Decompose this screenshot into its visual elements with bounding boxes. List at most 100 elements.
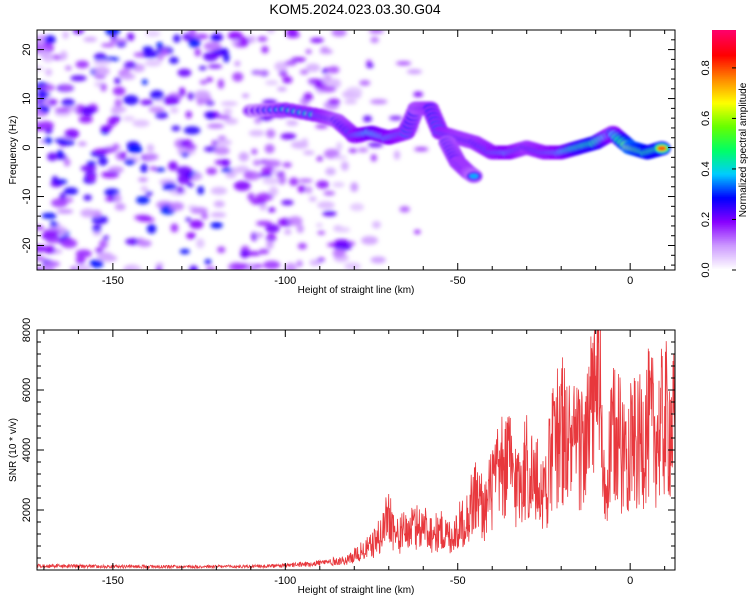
colorbar-step: [712, 96, 736, 99]
heatmap-noise-blob: [223, 108, 233, 115]
heatmap-noise-blob: [43, 229, 61, 235]
heatmap-noise-blob: [247, 35, 256, 44]
heatmap-noise-blob: [120, 73, 136, 80]
heatmap-noise-blob: [278, 69, 288, 77]
heatmap-noise-blob: [60, 238, 78, 249]
heatmap-noise-blob: [112, 86, 126, 96]
heatmap-noise-blob: [216, 139, 232, 146]
heatmap-noise-blob: [60, 84, 73, 91]
colorbar-step: [712, 240, 736, 243]
colorbar-step: [712, 200, 736, 203]
colorbar-step: [712, 94, 736, 97]
heatmap-noise-blob: [316, 156, 323, 162]
heatmap-noise-blob: [183, 126, 201, 135]
colorbar-step: [712, 114, 736, 117]
heatmap-noise-blob: [186, 182, 194, 188]
heatmap-noise-blob: [302, 150, 315, 155]
heatmap-noise-blob: [369, 99, 388, 105]
heatmap-noise-blob: [50, 198, 68, 208]
heatmap-noise-blob: [406, 69, 423, 75]
colorbar-step: [712, 170, 736, 173]
heatmap-noise-blob: [192, 172, 203, 180]
colorbar-step: [712, 180, 736, 183]
colorbar-step: [712, 90, 736, 93]
heatmap-noise-blob: [393, 150, 401, 160]
colorbar-step: [712, 242, 736, 245]
heatmap-noise-blob: [169, 56, 179, 64]
heatmap-noise-blob: [321, 68, 328, 74]
heatmap-noise-blob: [210, 212, 227, 218]
heatmap-noise-blob: [83, 36, 98, 42]
colorbar-step: [712, 192, 736, 195]
heatmap-noise-blob: [349, 203, 365, 212]
snr-panel: -150 -100 -50 0 2000 4000 6000 8000 Height of s…: [8, 318, 676, 596]
colorbar-step: [712, 56, 736, 59]
colorbar-step: [712, 136, 736, 139]
spectrogram-xtick-label: -150: [102, 275, 124, 287]
heatmap-noise-blob: [137, 217, 155, 222]
heatmap-noise-blob: [297, 242, 307, 250]
colorbar-step: [712, 108, 736, 111]
heatmap-noise-blob: [316, 180, 330, 189]
heatmap-noise-blob: [48, 99, 58, 106]
heatmap-noise-blob: [92, 224, 102, 233]
colorbar-step: [712, 102, 736, 105]
heatmap-noise-blob: [371, 220, 381, 229]
heatmap-noise-blob: [350, 182, 359, 193]
heatmap-noise-blob: [112, 143, 120, 150]
heatmap-noise-blob: [198, 65, 207, 71]
heatmap-noise-blob: [37, 92, 51, 97]
heatmap-noise-blob: [223, 52, 230, 63]
colorbar-step: [712, 78, 736, 81]
heatmap-noise-blob: [263, 260, 281, 270]
heatmap-noise-blob: [45, 238, 62, 244]
heatmap-noise-blob: [179, 248, 190, 255]
heatmap-noise-blob: [344, 99, 358, 105]
heatmap-noise-blob: [149, 166, 157, 171]
heatmap-noise-blob: [169, 201, 184, 211]
heatmap-noise-blob: [259, 203, 267, 211]
colorbar-step: [712, 76, 736, 79]
heatmap-noise-blob: [185, 111, 192, 119]
heatmap-noise-blob: [145, 30, 161, 37]
heatmap-noise-blob: [210, 186, 228, 195]
heatmap-noise-blob: [281, 199, 294, 206]
heatmap-noise-blob: [217, 135, 227, 141]
colorbar-step: [712, 222, 736, 225]
heatmap-noise-blob: [141, 79, 148, 85]
heatmap-noise-blob: [63, 187, 79, 196]
heatmap-noise-blob: [148, 106, 165, 113]
spectrogram-xtick-label: -50: [450, 275, 466, 287]
heatmap-noise-blob: [189, 265, 199, 270]
colorbar-step: [712, 198, 736, 201]
colorbar-step: [712, 44, 736, 47]
heatmap-noise-blob: [328, 66, 340, 74]
heatmap-noise-blob: [233, 180, 251, 191]
ridge-core: [657, 145, 667, 151]
heatmap-noise-blob: [332, 248, 346, 258]
heatmap-noise-blob: [43, 137, 53, 145]
heatmap-noise-blob: [197, 185, 205, 195]
heatmap-noise-blob: [78, 115, 93, 124]
heatmap-noise-blob: [207, 123, 225, 129]
colorbar-step: [712, 98, 736, 101]
colorbar-step: [712, 118, 736, 121]
heatmap-noise-blob: [55, 179, 68, 185]
colorbar-step: [712, 262, 736, 265]
heatmap-noise-blob: [217, 246, 226, 254]
colorbar-step: [712, 244, 736, 247]
heatmap-noise-blob: [123, 94, 139, 105]
heatmap-noise-blob: [366, 63, 374, 68]
heatmap-noise-blob: [176, 186, 185, 194]
heatmap-noise-blob: [289, 177, 299, 186]
heatmap-noise-blob: [327, 98, 341, 106]
colorbar-step: [712, 64, 736, 67]
heatmap-noise-blob: [367, 142, 384, 148]
heatmap-noise-blob: [213, 146, 230, 156]
heatmap-noise-blob: [168, 161, 178, 171]
colorbar-step: [712, 188, 736, 191]
heatmap-noise-blob: [284, 262, 297, 270]
heatmap-noise-blob: [277, 87, 287, 92]
heatmap-noise-blob: [56, 209, 74, 214]
